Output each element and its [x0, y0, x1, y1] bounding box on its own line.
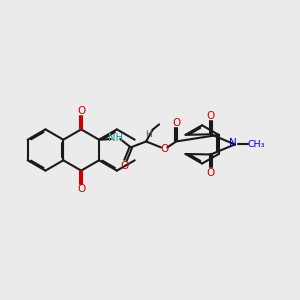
Text: O: O	[77, 106, 85, 116]
Text: O: O	[207, 168, 215, 178]
Text: N: N	[229, 138, 237, 148]
Text: O: O	[160, 144, 169, 154]
Text: NH: NH	[108, 133, 123, 143]
Text: O: O	[77, 184, 85, 194]
Text: H: H	[145, 130, 152, 140]
Text: CH₃: CH₃	[247, 140, 265, 149]
Text: O: O	[172, 118, 180, 128]
Text: O: O	[120, 160, 128, 171]
Text: O: O	[207, 111, 215, 121]
